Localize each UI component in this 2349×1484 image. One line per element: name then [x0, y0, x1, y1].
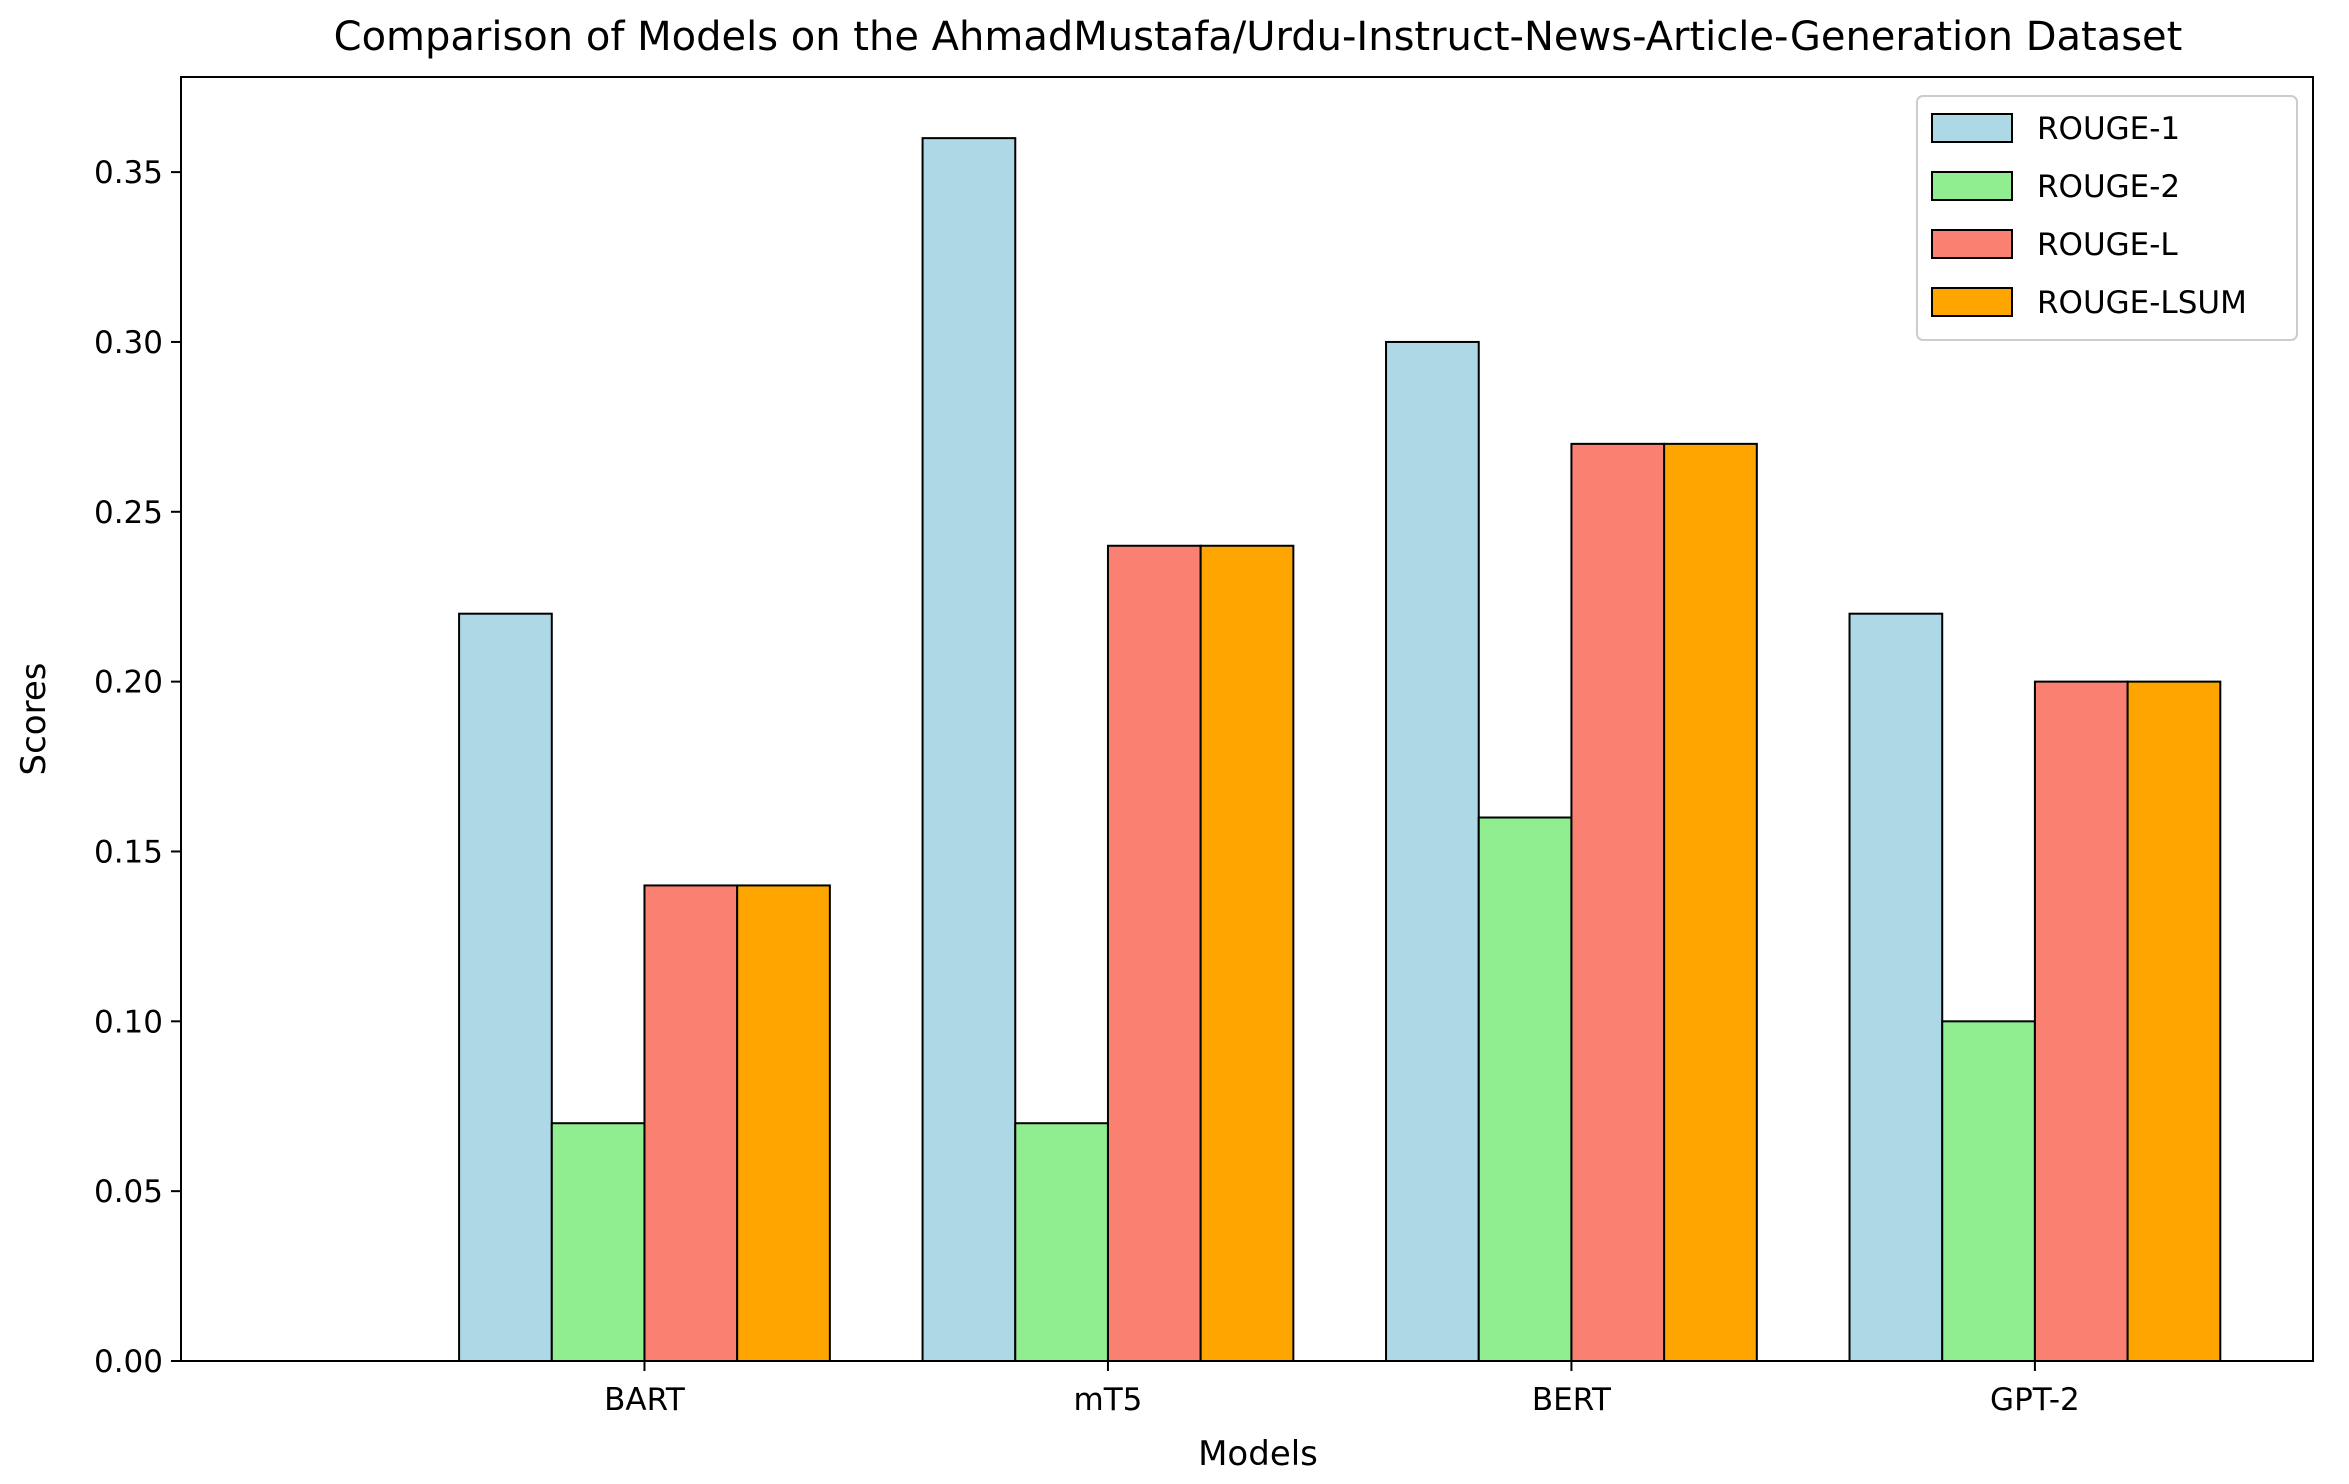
bar-bart-rouge-1: [458, 612, 553, 1362]
legend-frame: [1916, 95, 2298, 341]
y-tick-label: 0.00: [94, 1344, 163, 1380]
legend-swatch-rouge-lsum: [1931, 287, 2013, 317]
bar-bart-rouge-2: [550, 1122, 646, 1362]
y-tick-label: 0.30: [94, 325, 163, 361]
legend-label-rouge-l: ROUGE-L: [2037, 227, 2178, 263]
bar-gpt-2-rouge-l: [2033, 680, 2129, 1362]
legend-swatch-rouge-1: [1931, 113, 2013, 143]
bar-gpt-2-rouge-1: [1848, 612, 1944, 1362]
bar-bert-rouge-2: [1477, 816, 1573, 1362]
y-tick-label: 0.05: [94, 1174, 163, 1210]
bar-bert-rouge-l: [1570, 442, 1666, 1362]
legend-label-rouge-2: ROUGE-2: [2037, 169, 2180, 205]
bar-mt5-rouge-lsum: [1199, 544, 1295, 1362]
bar-gpt-2-rouge-2: [1941, 1020, 2036, 1362]
x-tick-label-bert: BERT: [1532, 1382, 1612, 1418]
x-tick-label-mt5: mT5: [1074, 1382, 1143, 1418]
y-tick-label: 0.15: [94, 834, 163, 870]
legend-entry-rouge-1: ROUGE-1: [1931, 111, 2180, 147]
y-axis-label: Scores: [14, 663, 54, 776]
bar-bart-rouge-lsum: [736, 884, 831, 1362]
legend-swatch-rouge-2: [1931, 171, 2013, 201]
y-tick-label: 0.35: [94, 155, 163, 191]
x-axis-label: Models: [1198, 1434, 1318, 1474]
legend-entry-rouge-2: ROUGE-2: [1931, 169, 2180, 205]
legend: ROUGE-1 ROUGE-2 ROUGE-L ROUGE-LSUM: [1916, 95, 2298, 341]
legend-entry-rouge-l: ROUGE-L: [1931, 227, 2178, 263]
bar-bart-rouge-l: [643, 884, 739, 1362]
legend-entry-rouge-lsum: ROUGE-LSUM: [1931, 285, 2247, 321]
x-axis: BART mT5 BERT GPT-2: [604, 1361, 2080, 1418]
legend-label-rouge-1: ROUGE-1: [2037, 111, 2180, 147]
bar-bert-rouge-lsum: [1663, 442, 1758, 1362]
bars-layer: [458, 137, 2222, 1362]
y-tick-label: 0.25: [94, 495, 163, 531]
bar-bert-rouge-1: [1385, 340, 1480, 1362]
y-tick-label: 0.10: [94, 1004, 163, 1040]
bar-gpt-2-rouge-lsum: [2126, 680, 2222, 1362]
legend-label-rouge-lsum: ROUGE-LSUM: [2037, 285, 2247, 321]
y-tick-label: 0.20: [94, 665, 163, 701]
bar-mt5-rouge-1: [921, 137, 1017, 1362]
bar-mt5-rouge-l: [1106, 544, 1202, 1362]
x-tick-label-bart: BART: [604, 1382, 686, 1418]
chart-title: Comparison of Models on the AhmadMustafa…: [334, 14, 2183, 60]
bar-mt5-rouge-2: [1014, 1122, 1109, 1362]
x-tick-label-gpt-2: GPT-2: [1990, 1382, 2080, 1418]
plot-frame: [180, 76, 2314, 1362]
y-axis: 0.00 0.05 0.10 0.15 0.20 0.25 0.30 0.35: [94, 155, 181, 1380]
legend-swatch-rouge-l: [1931, 229, 2013, 259]
